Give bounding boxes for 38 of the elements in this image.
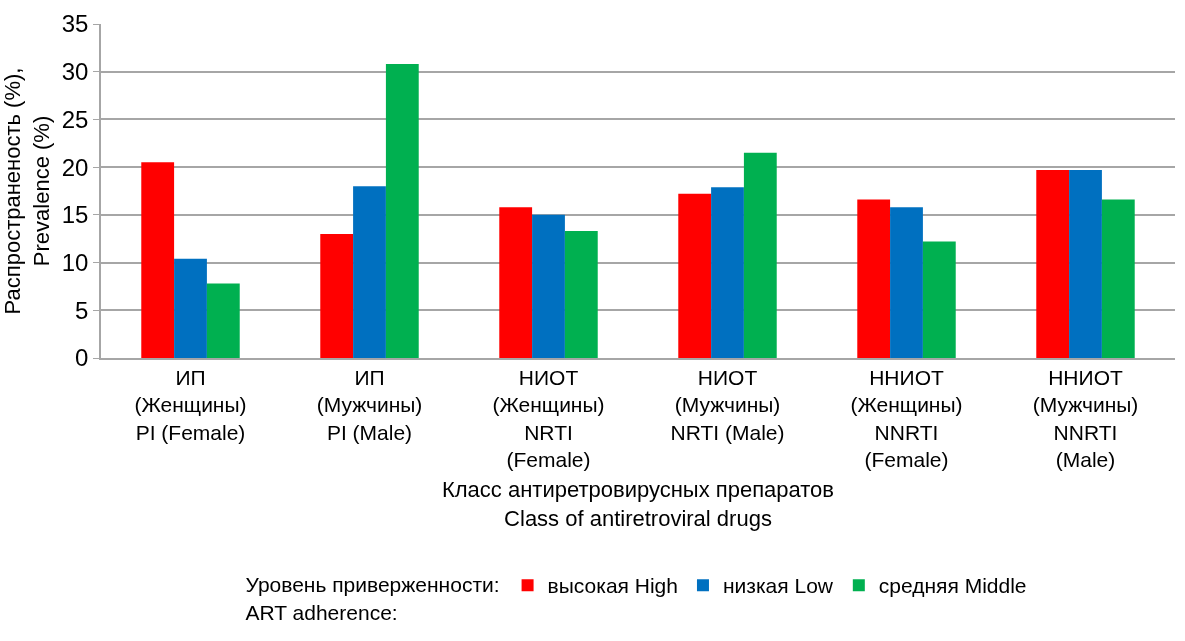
bar (1069, 170, 1102, 358)
y-tick-label: 5 (75, 296, 89, 324)
legend-label: средняя Middle (878, 574, 1027, 598)
bar (922, 241, 956, 358)
bar (353, 186, 386, 358)
y-tick-label: 10 (61, 248, 89, 276)
bar (174, 258, 207, 358)
y-tick-label: 35 (61, 10, 89, 38)
y-tick-label: 30 (61, 58, 89, 86)
bar (320, 233, 354, 358)
y-tick-label: 25 (61, 105, 89, 133)
bar (743, 152, 777, 358)
bar (711, 187, 744, 358)
bar (1036, 170, 1070, 358)
x-tick-label: ИП (Женщины) PI (Female) (134, 365, 247, 444)
legend-title: Уровень приверженности: ART adherence: (245, 573, 500, 624)
bar (857, 199, 891, 358)
bar (141, 162, 175, 358)
x-tick-label: НИОТ (Женщины) NRTI (Female) (492, 365, 605, 471)
x-tick-label: ННИОТ (Мужчины) NNRTI (Male) (1032, 365, 1139, 471)
x-tick-label: ННИОТ (Женщины) NNRTI (Female) (850, 365, 963, 471)
legend-label: низкая Low (722, 574, 834, 598)
y-tick-label: 0 (75, 344, 89, 372)
legend-label: высокая High (547, 574, 678, 598)
bar (206, 283, 240, 358)
bar (385, 64, 419, 358)
bar (564, 231, 598, 358)
y-axis-title: Распространеность (%), Prevalence (%) (0, 67, 54, 315)
x-tick-label: ИП (Мужчины) PI (Male) (316, 365, 423, 444)
bar (499, 207, 533, 358)
y-tick-label: 15 (61, 201, 89, 229)
bar (532, 214, 565, 358)
y-tick-label: 20 (61, 153, 89, 181)
x-axis-title: Класс антиретровирусных препаратов Class of antiretroviral drugs (441, 477, 835, 531)
bar (890, 207, 923, 358)
x-tick-label: НИОТ (Мужчины) NRTI (Male) (670, 365, 785, 444)
bar (678, 193, 712, 358)
bar (1101, 199, 1135, 358)
